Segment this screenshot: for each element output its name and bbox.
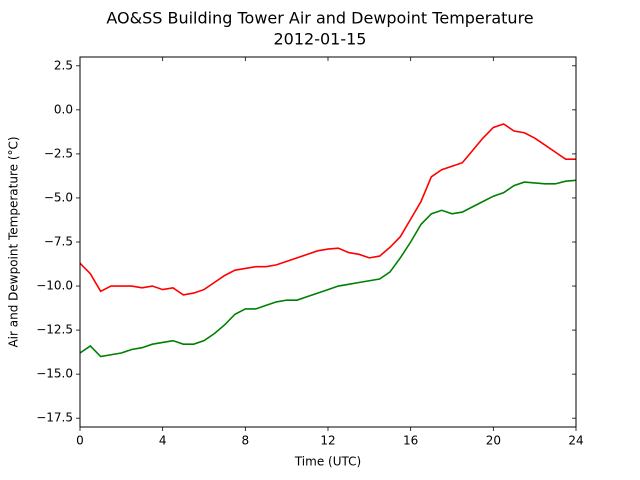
y-tick-label: −2.5: [44, 146, 73, 160]
data-line: [79, 179, 577, 358]
plot-frame: [79, 56, 577, 428]
y-tick-label: −12.5: [36, 323, 73, 337]
y-tick-label: −15.0: [36, 367, 73, 381]
x-tick-label: 8: [242, 434, 250, 448]
y-tick-label: −10.0: [36, 279, 73, 293]
y-tick-label: −5.0: [44, 190, 73, 204]
y-tick-label: −17.5: [36, 411, 73, 425]
x-tick-label: 0: [76, 434, 84, 448]
x-tick-label: 16: [403, 434, 418, 448]
chart-subtitle: 2012-01-15: [274, 30, 367, 49]
x-tick-label: 20: [486, 434, 501, 448]
x-tick-label: 12: [320, 434, 335, 448]
y-tick-label: 2.5: [54, 58, 73, 72]
x-tick-label: 24: [568, 434, 583, 448]
chart-title: AO&SS Building Tower Air and Dewpoint Te…: [106, 9, 533, 28]
y-tick-label: 0.0: [54, 102, 73, 116]
y-axis-label: Air and Dewpoint Temperature (°C): [7, 136, 21, 347]
x-tick-label: 4: [159, 434, 167, 448]
y-tick-label: −7.5: [44, 235, 73, 249]
x-axis-label: Time (UTC): [294, 455, 361, 469]
data-line: [79, 123, 576, 296]
